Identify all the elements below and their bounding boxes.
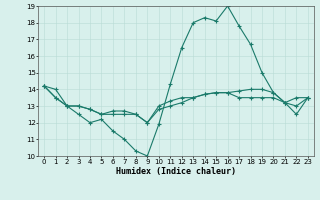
X-axis label: Humidex (Indice chaleur): Humidex (Indice chaleur): [116, 167, 236, 176]
